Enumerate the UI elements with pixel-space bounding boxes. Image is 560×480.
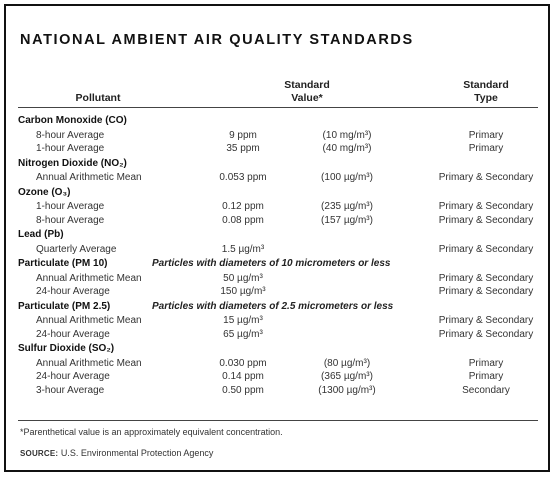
standard-type: Secondary [462,384,510,396]
pollutant-note: Particles with diameters of 10 micromete… [152,258,391,269]
averaging-time: 8-hour Average [36,214,105,226]
header-value-line2: Value* [291,92,323,104]
standard-value: 9 ppm [229,129,257,141]
standard-type: Primary & Secondary [438,201,534,212]
table-row: Annual Arithmetic Mean 0.030 ppm (80 µg/m³… [6,357,552,371]
standard-value: 0.030 ppm [219,357,267,369]
group-row: Lead (Pb) [6,228,552,243]
averaging-time: 8-hour Average [36,129,105,141]
averaging-time: 24-hour Average [36,286,110,297]
equivalent-value: (10 mg/m³) [322,129,372,141]
standard-type: Primary [468,143,504,154]
header-standard-value: Standard Value* [252,79,362,105]
standard-value: 0.053 ppm [219,172,267,183]
standard-type: Primary [468,357,504,369]
averaging-time: 1-hour Average [36,143,105,154]
averaging-time: 3-hour Average [36,384,105,396]
table-row: 8-hour Average 0.08 ppm (157 µg/m³) Primary… [6,214,552,228]
averaging-time: Annual Arithmetic Mean [36,272,142,284]
header-standard-type: Standard Type [436,79,536,105]
standard-type: Primary & Secondary [438,315,534,326]
standard-type: Primary [468,371,504,382]
table-row: 24-hour Average 150 µg/m³ Primary & Second… [6,285,552,299]
group-row: Particulate (PM 10) Particles with diamet… [6,257,552,272]
table-row: 24-hour Average 0.14 ppm (365 µg/m³) Primar… [6,370,552,384]
averaging-time: Annual Arithmetic Mean [36,315,142,326]
table-row: 1-hour Average 35 ppm (40 mg/m³) Primary [6,142,552,156]
source-label: SOURCE: [20,449,59,458]
source-line: SOURCE: U.S. Environmental Protection Ag… [20,448,213,458]
pollutant-name: Lead (Pb) [18,229,64,240]
table-row: Annual Arithmetic Mean 15 µg/m³ Primary & … [6,314,552,328]
group-row: Sulfur Dioxide (SO₂) [6,342,552,357]
header-value-line1: Standard [284,79,330,91]
equivalent-value: (80 µg/m³) [323,357,371,369]
standard-value: 65 µg/m³ [223,328,263,340]
standard-value: 0.14 ppm [222,371,264,382]
source-text: U.S. Environmental Protection Agency [60,448,214,458]
pollutant-name: Carbon Monoxide (CO) [18,115,127,126]
pollutant-name: Particulate (PM 10) [18,258,108,269]
footnote: *Parenthetical value is an approximately… [20,427,283,437]
header-type-line1: Standard [463,79,509,91]
header-pollutant: Pollutant [75,92,121,104]
equivalent-value: (40 mg/m³) [322,143,372,154]
table-title: NATIONAL AMBIENT AIR QUALITY STANDARDS [20,32,414,48]
standard-type: Primary [468,129,504,141]
standard-value: 35 ppm [226,143,260,154]
standard-type: Primary & Secondary [438,243,534,255]
table-frame: NATIONAL AMBIENT AIR QUALITY STANDARDS P… [4,4,550,472]
standard-type: Primary & Secondary [438,172,534,183]
averaging-time: 1-hour Average [36,201,105,212]
standard-value: 0.50 ppm [222,384,264,396]
averaging-time: Annual Arithmetic Mean [36,357,142,369]
table-row: Annual Arithmetic Mean 0.053 ppm (100 µg/m… [6,171,552,185]
pollutant-name: Nitrogen Dioxide (NO₂) [18,157,127,169]
pollutant-note: Particles with diameters of 2.5 micromet… [152,300,394,312]
equivalent-value: (157 µg/m³) [321,214,373,226]
standard-value: 150 µg/m³ [220,286,266,297]
header-type-line2: Type [474,92,498,104]
equivalent-value: (365 µg/m³) [321,371,373,382]
standard-value: 0.12 ppm [222,201,264,212]
table-row: 24-hour Average 65 µg/m³ Primary & Seconda… [6,328,552,342]
group-row: Ozone (O₃) [6,186,552,201]
table-row: 3-hour Average 0.50 ppm (1300 µg/m³) Second… [6,384,552,398]
averaging-time: Annual Arithmetic Mean [36,172,142,183]
table-row: Quarterly Average 1.5 µg/m³ Primary & Seco… [6,243,552,257]
equivalent-value: (100 µg/m³) [321,172,373,183]
standard-type: Primary & Secondary [438,328,534,340]
standard-value: 1.5 µg/m³ [221,243,265,255]
standard-type: Primary & Secondary [438,286,534,297]
header-rule [18,107,538,108]
pollutant-name: Particulate (PM 2.5) [18,300,111,312]
table-body: Carbon Monoxide (CO) 8-hour Average 9 ppm (… [6,114,552,397]
group-row: Particulate (PM 2.5) Particles with diame… [6,300,552,315]
averaging-time: 24-hour Average [36,328,110,340]
table-row: Annual Arithmetic Mean 50 µg/m³ Primary & … [6,272,552,286]
footer-rule [18,420,538,421]
standard-type: Primary & Secondary [438,272,534,284]
equivalent-value: (235 µg/m³) [321,201,373,212]
standard-value: 0.08 ppm [222,214,264,226]
standard-value: 15 µg/m³ [223,315,263,326]
equivalent-value: (1300 µg/m³) [318,384,376,396]
table-row: 1-hour Average 0.12 ppm (235 µg/m³) Primary… [6,200,552,214]
standard-value: 50 µg/m³ [223,272,263,284]
averaging-time: 24-hour Average [36,371,110,382]
standard-type: Primary & Secondary [438,214,534,226]
pollutant-name: Ozone (O₃) [18,186,71,198]
table-row: 8-hour Average 9 ppm (10 mg/m³) Primary [6,129,552,143]
group-row: Carbon Monoxide (CO) [6,114,552,129]
group-row: Nitrogen Dioxide (NO₂) [6,157,552,172]
averaging-time: Quarterly Average [36,243,117,255]
pollutant-name: Sulfur Dioxide (SO₂) [18,343,115,354]
